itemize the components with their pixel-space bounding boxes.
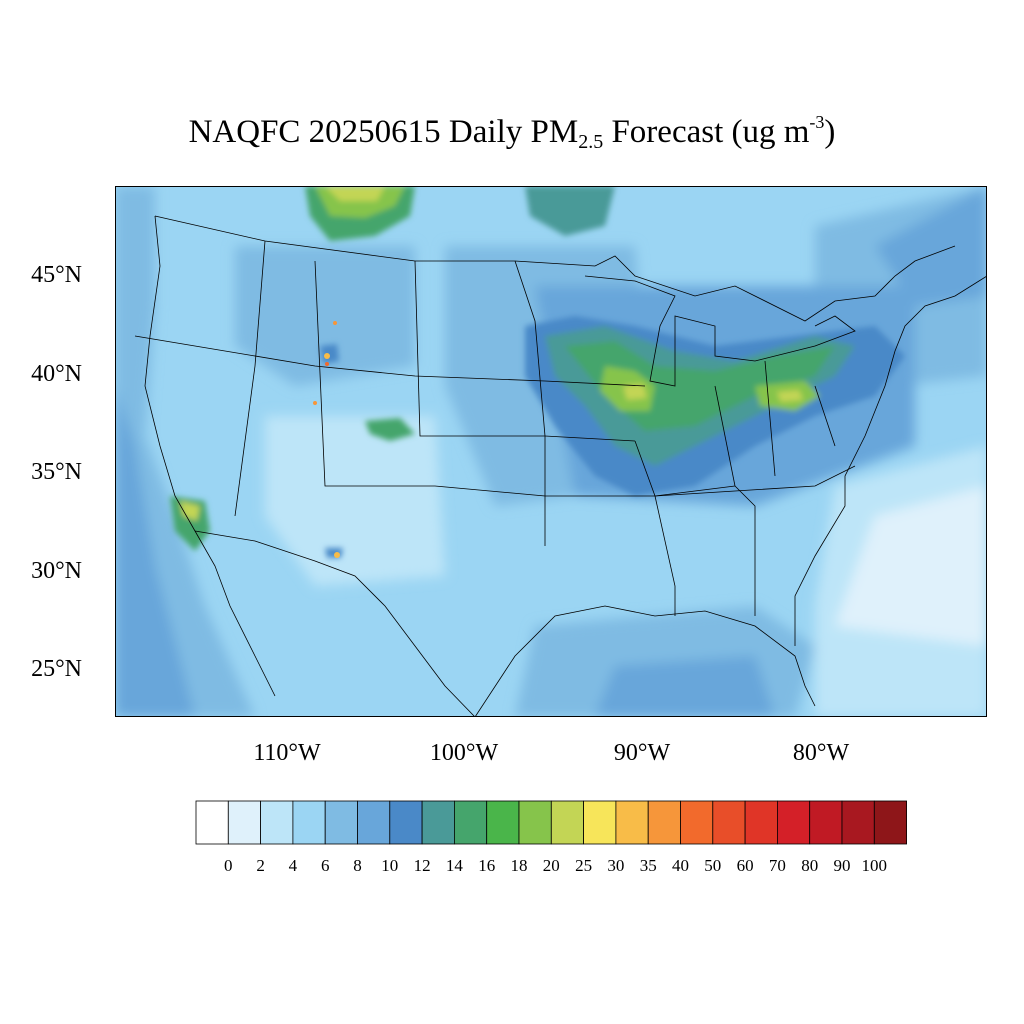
fire-spot-1 (333, 321, 337, 325)
colorbar-tick-label: 80 (801, 856, 819, 875)
fire-spot-2 (324, 353, 330, 359)
state-line-7 (734, 485, 756, 616)
atlantic-cleanest (835, 486, 987, 646)
canada-plume-west-hot (325, 186, 385, 201)
colorbar-tick-label: 20 (542, 856, 560, 875)
colorbar-swatch (841, 800, 875, 845)
newmexico-spot (325, 548, 343, 558)
ohio-core (777, 390, 803, 402)
colorbar-swatch (712, 800, 746, 845)
colorbar-tick-label: 90 (833, 856, 851, 875)
lon-label-80w: 80°W (792, 740, 850, 766)
colorbar-tick-label: 16 (478, 856, 496, 875)
colorbar-swatch (292, 800, 326, 845)
colorbar-tick-label: 35 (639, 856, 657, 875)
colorbar-swatch (389, 800, 423, 845)
colorbar-tick-label: 40 (672, 856, 689, 875)
colorbar-swatch (518, 800, 552, 845)
socal-plume (170, 496, 210, 551)
colorbar-swatch (744, 800, 778, 845)
lat-label-45n: 45°N (31, 262, 82, 288)
colorbar-swatch (324, 800, 358, 845)
state-line-9 (714, 385, 736, 487)
state-line-5 (514, 260, 546, 546)
colorbar-tick-label: 2 (256, 856, 265, 875)
colorbar-swatch (777, 800, 811, 845)
state-line-4 (414, 260, 636, 442)
state-line-6 (634, 440, 676, 616)
lon-label-90w: 90°W (613, 740, 671, 766)
canada-plume-east (525, 186, 615, 236)
illinois-core (623, 384, 647, 400)
colorbar-swatch (195, 800, 229, 845)
northwest-elevated (235, 246, 415, 386)
colorbar-tick-label: 0 (224, 856, 233, 875)
colorbar-swatch (647, 800, 681, 845)
pm25-forecast-map (115, 186, 987, 717)
us-mexico-border (194, 530, 476, 717)
lat-label-40n: 40°N (31, 361, 82, 387)
lat-label-25n: 25°N (31, 656, 82, 682)
colorbar-tick-label: 30 (607, 856, 625, 875)
state-line-2 (134, 335, 646, 387)
east-coast (794, 275, 987, 646)
colorbar-tick-label: 14 (445, 856, 463, 875)
colorbar-swatch (680, 800, 714, 845)
colorbar-swatch (357, 800, 391, 845)
colorbar-tick-label: 6 (320, 856, 330, 875)
fire-spot-3 (313, 401, 317, 405)
colorbar-tick-label: 10 (381, 856, 399, 875)
boundaries (134, 215, 987, 717)
map-frame (115, 186, 987, 717)
colorbar-tick-label: 100 (861, 856, 888, 875)
gulf-coast (474, 605, 816, 717)
colorado-spot (365, 418, 415, 441)
lon-label-110w: 110°W (253, 740, 321, 766)
map-title: NAQFC 20250615 Daily PM2.5 Forecast (ug … (188, 112, 836, 153)
lon-label-100w: 100°W (429, 740, 499, 766)
colorbar-swatch (260, 800, 294, 845)
colorbar-swatch (615, 800, 649, 845)
colorbar-tick-label: 8 (353, 856, 362, 875)
colorbar-tick-label: 60 (736, 856, 754, 875)
us-canada-border (154, 215, 956, 322)
colorbar-swatch (421, 800, 455, 845)
west-clean-1 (265, 416, 445, 586)
lat-label-35n: 35°N (31, 459, 82, 485)
northeast-coast (875, 186, 987, 306)
colorbar-tick-label: 4 (288, 856, 298, 875)
state-line-8 (654, 465, 856, 497)
colorbar-swatch (227, 800, 262, 845)
idaho-spot (320, 344, 339, 364)
colorbar-swatch (583, 800, 617, 845)
socal-hot (180, 501, 200, 521)
colorbar-tick-label: 70 (768, 856, 786, 875)
colorbar-swatch (486, 800, 520, 845)
state-line-1 (234, 240, 266, 517)
colorbar-tick-label: 50 (704, 856, 722, 875)
lat-label-30n: 30°N (31, 558, 82, 584)
state-line-11 (814, 385, 836, 447)
fire-spot-4 (334, 552, 340, 558)
colorbar-tick-label: 18 (510, 856, 528, 875)
state-line-10 (764, 360, 776, 477)
pacific-ocean-far (115, 386, 195, 717)
west-coast (144, 215, 276, 697)
colorbar-tick-label: 12 (413, 856, 431, 875)
great-lakes (584, 275, 856, 387)
colorbar-swatch (453, 800, 488, 845)
colorbar-swatch (873, 800, 907, 845)
colorbar-tick-label: 25 (575, 856, 593, 875)
colorbar-swatch (550, 800, 584, 845)
fire-spot-5 (325, 362, 329, 366)
colorbar-swatch (809, 800, 843, 845)
gulf-moderate-2 (595, 656, 775, 717)
